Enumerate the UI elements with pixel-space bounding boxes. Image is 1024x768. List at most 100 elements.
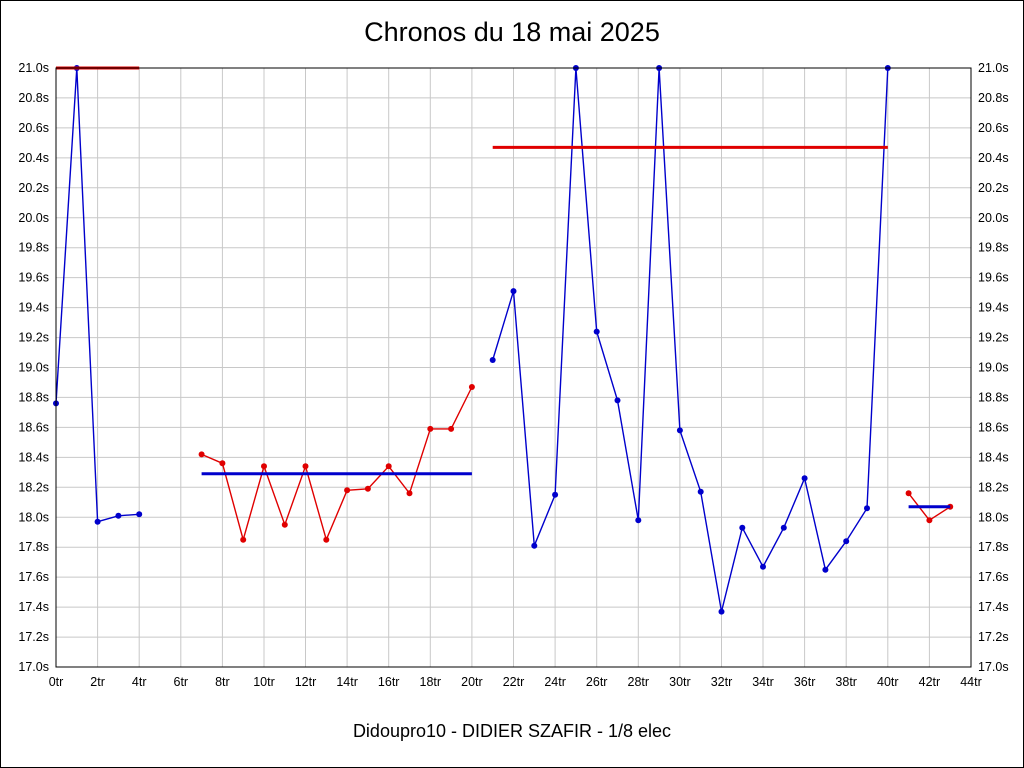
chart-footer: Didoupro10 - DIDIER SZAFIR - 1/8 elec (352, 721, 672, 741)
x-tick-label: 40tr (877, 675, 899, 689)
lap-times-blue-run-3-marker (843, 538, 850, 545)
y-tick-label-right: 18.8s (978, 390, 1009, 404)
lap-times-red-run-2-marker (406, 490, 413, 497)
x-tick-label: 20tr (461, 675, 483, 689)
y-tick-label-right: 17.6s (978, 570, 1009, 584)
y-tick-label-left: 18.2s (18, 480, 49, 494)
lap-times-blue-run-3-marker (718, 608, 725, 615)
x-tick-label: 8tr (215, 675, 230, 689)
lap-times-blue-run-3-marker (635, 517, 642, 524)
y-tick-label-left: 19.0s (18, 361, 49, 375)
y-tick-label-left: 19.6s (18, 271, 49, 285)
x-tick-label: 22tr (503, 675, 525, 689)
y-tick-label-right: 20.6s (978, 121, 1009, 135)
y-tick-label-right: 19.6s (978, 271, 1009, 285)
lap-times-red-run-2-marker (323, 536, 330, 543)
lap-times-red-run-2-marker (385, 463, 392, 470)
y-tick-label-right: 18.4s (978, 450, 1009, 464)
x-tick-label: 0tr (49, 675, 64, 689)
y-tick-label-left: 19.2s (18, 331, 49, 345)
lap-times-red-run-2-marker (427, 425, 434, 432)
y-tick-label-left: 18.0s (18, 510, 49, 524)
y-tick-label-left: 20.2s (18, 181, 49, 195)
x-tick-label: 2tr (90, 675, 105, 689)
lap-times-red-run-2-marker (261, 463, 267, 470)
y-tick-label-left: 21.0s (18, 61, 49, 75)
y-tick-label-left: 19.8s (18, 241, 49, 255)
y-tick-label-right: 19.8s (978, 241, 1009, 255)
y-tick-label-right: 19.0s (978, 361, 1009, 375)
lap-times-blue-run-1-marker (115, 512, 122, 519)
y-tick-label-right: 20.4s (978, 151, 1009, 165)
y-tick-label-left: 20.0s (18, 211, 49, 225)
y-tick-label-left: 18.8s (18, 390, 49, 404)
x-tick-label: 6tr (174, 675, 189, 689)
y-tick-label-left: 20.8s (18, 91, 49, 105)
lap-times-blue-run-1-marker (136, 511, 143, 518)
lap-times-blue-run-3-marker (760, 563, 766, 570)
lap-times-blue-run-3-marker (552, 491, 559, 498)
lap-times-blue-run-1-marker (94, 518, 101, 525)
y-tick-label-left: 18.6s (18, 420, 49, 434)
lap-times-red-run-2-marker (448, 425, 455, 432)
y-tick-label-right: 17.0s (978, 660, 1009, 674)
y-tick-label-left: 20.4s (18, 151, 49, 165)
lap-times-blue-run-3-marker (801, 475, 808, 482)
y-tick-label-left: 17.2s (18, 630, 49, 644)
lap-times-blue-run-3-marker (864, 505, 870, 512)
x-tick-label: 42tr (919, 675, 941, 689)
x-tick-label: 38tr (835, 675, 857, 689)
chart-title: Chronos du 18 mai 2025 (364, 17, 660, 47)
lap-times-blue-run-3-marker (531, 542, 538, 549)
x-tick-label: 16tr (378, 675, 400, 689)
lap-times-red-run-2-marker (344, 487, 351, 494)
lap-times-red-run-4-marker (926, 517, 933, 524)
lap-times-red-run-2-marker (468, 384, 475, 390)
x-tick-label: 36tr (794, 675, 816, 689)
x-tick-label: 30tr (669, 675, 691, 689)
y-tick-label-left: 18.4s (18, 450, 49, 464)
lap-times-red-run-2-line (201, 386, 473, 543)
y-tick-label-right: 17.4s (978, 600, 1009, 614)
y-tick-label-left: 17.4s (18, 600, 49, 614)
y-tick-label-left: 17.6s (18, 570, 49, 584)
lap-times-blue-run-3-marker (676, 427, 683, 434)
y-tick-label-left: 17.8s (18, 540, 49, 554)
y-tick-label-left: 17.0s (18, 660, 49, 674)
lap-times-blue-run-3-line (492, 67, 889, 612)
lap-times-red-run-2-marker (281, 521, 288, 528)
x-tick-label: 12tr (295, 675, 317, 689)
y-tick-label-right: 21.0s (978, 61, 1009, 75)
lap-times-red-run-2-marker (302, 463, 309, 470)
y-tick-label-right: 19.2s (978, 331, 1009, 345)
lap-times-red-run-2-marker (240, 536, 247, 543)
x-tick-label: 4tr (132, 675, 147, 689)
lap-times-blue-run-3-marker (697, 488, 704, 495)
x-tick-label: 24tr (544, 675, 566, 689)
y-tick-label-left: 20.6s (18, 121, 49, 135)
lap-times-blue-run-3-marker (614, 397, 621, 404)
lap-times-red-run-2-marker (364, 485, 371, 492)
lap-times-blue-run-3-marker (593, 328, 600, 335)
x-tick-label: 10tr (253, 675, 275, 689)
y-tick-label-right: 20.8s (978, 91, 1009, 105)
lap-times-red-run-2-marker (198, 451, 205, 458)
plot-border (55, 67, 972, 668)
lap-times-red-run-4-marker (905, 490, 912, 497)
x-tick-label: 26tr (586, 675, 608, 689)
y-tick-label-right: 18.0s (978, 510, 1009, 524)
y-tick-label-right: 20.0s (978, 211, 1009, 225)
lap-times-blue-run-3-marker (739, 524, 746, 531)
x-tick-label: 28tr (628, 675, 650, 689)
y-tick-label-right: 20.2s (978, 181, 1009, 195)
lap-times-blue-run-3-marker (780, 524, 787, 531)
x-tick-label: 18tr (420, 675, 442, 689)
x-tick-label: 44tr (960, 675, 982, 689)
y-tick-label-right: 19.4s (978, 301, 1009, 315)
y-tick-label-right: 18.2s (978, 480, 1009, 494)
y-tick-label-right: 17.2s (978, 630, 1009, 644)
y-tick-label-left: 19.4s (18, 301, 49, 315)
x-tick-label: 14tr (336, 675, 358, 689)
